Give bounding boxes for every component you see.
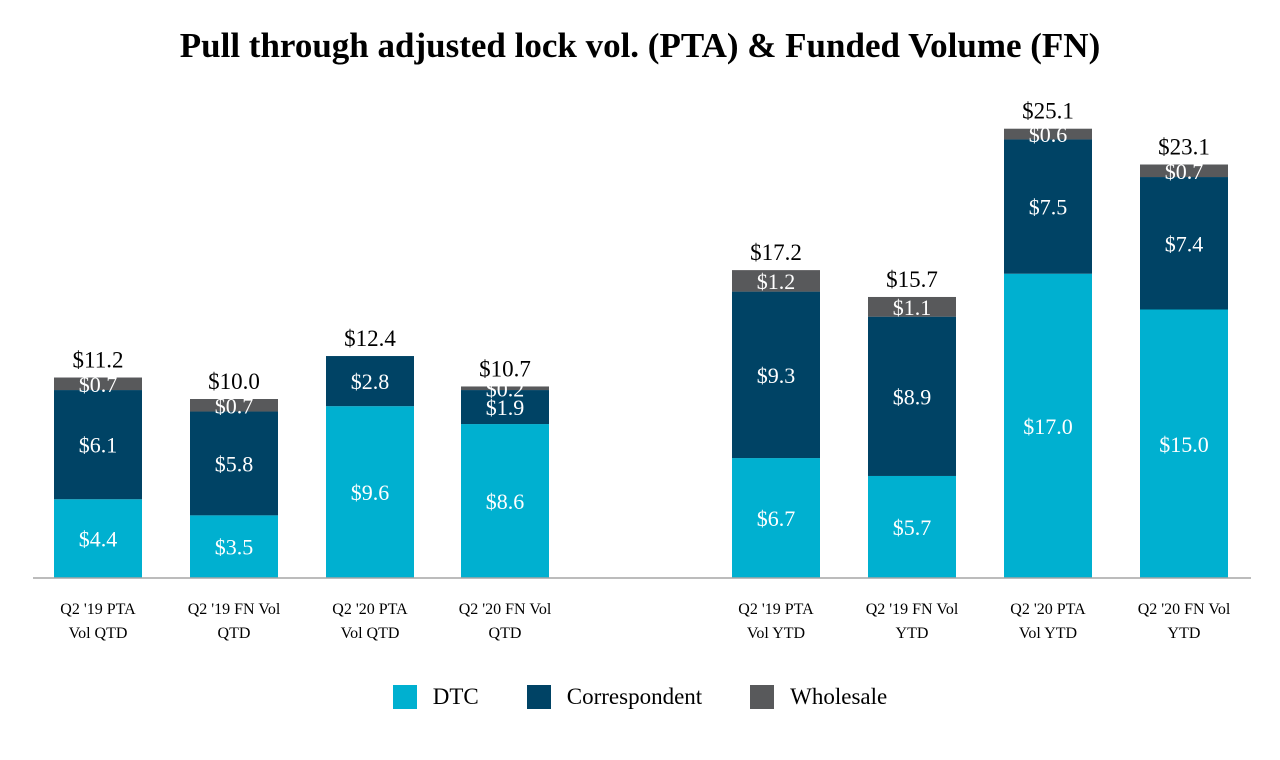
bar-correspondent-2: [326, 356, 414, 407]
total-label-3: $10.7: [479, 356, 531, 381]
legend-swatch-dtc: [392, 685, 417, 709]
x-tick-label-0-0: Q2 '19 PTA: [60, 601, 136, 618]
legend-label-dtc: DTC: [432, 684, 479, 709]
data-label-dtc-5: $5.7: [893, 515, 932, 540]
x-tick-label-2-0: Q2 '20 PTA: [332, 601, 408, 618]
bar-wholesale-0: [54, 377, 142, 391]
x-tick-label-7-1: YTD: [1168, 625, 1201, 642]
bar-dtc-6: [1004, 273, 1092, 578]
bar-dtc-1: [190, 515, 278, 578]
bar-correspondent-0: [54, 390, 142, 500]
data-label-correspondent-5: $8.9: [893, 384, 932, 409]
total-label-6: $25.1: [1022, 99, 1074, 124]
data-label-correspondent-7: $7.4: [1165, 231, 1204, 256]
bar-wholesale-6: [1004, 128, 1092, 140]
data-label-dtc-3: $8.6: [486, 489, 525, 514]
x-tick-label-5-1: YTD: [896, 625, 929, 642]
bar-wholesale-1: [190, 399, 278, 412]
bar-wholesale-7: [1140, 164, 1228, 178]
x-tick-label-7-0: Q2 '20 FN Vol: [1138, 601, 1231, 618]
total-label-7: $23.1: [1158, 135, 1210, 160]
bar-dtc-4: [732, 458, 820, 578]
legend-swatch-wholesale: [750, 685, 775, 709]
total-label-1: $10.0: [208, 369, 260, 394]
data-label-wholesale-3: $0.2: [486, 376, 525, 401]
x-tick-label-5-0: Q2 '19 FN Vol: [866, 601, 959, 618]
data-label-correspondent-3: $1.9: [486, 395, 525, 420]
data-label-correspondent-2: $2.8: [351, 369, 390, 394]
bar-correspondent-7: [1140, 177, 1228, 310]
bar-correspondent-4: [732, 291, 820, 459]
legend-swatch-correspondent: [526, 685, 551, 709]
x-tick-label-3-1: QTD: [489, 625, 522, 642]
bar-correspondent-6: [1004, 139, 1092, 274]
data-label-wholesale-7: $0.7: [1165, 159, 1204, 184]
bar-dtc-2: [326, 406, 414, 578]
total-label-5: $15.7: [886, 267, 938, 292]
data-label-wholesale-1: $0.7: [215, 393, 254, 418]
data-label-dtc-6: $17.0: [1023, 414, 1073, 439]
chart-title: Pull through adjusted lock vol. (PTA) & …: [179, 26, 1101, 65]
data-label-dtc-7: $15.0: [1159, 432, 1209, 457]
x-tick-label-3-0: Q2 '20 FN Vol: [459, 601, 552, 618]
data-label-dtc-1: $3.5: [215, 535, 254, 560]
legend-item-correspondent: Correspondent: [526, 684, 703, 710]
data-label-correspondent-0: $6.1: [79, 433, 118, 458]
data-label-dtc-2: $9.6: [351, 480, 390, 505]
legend-label-correspondent: Correspondent: [566, 684, 703, 709]
data-label-dtc-4: $6.7: [757, 506, 796, 531]
bar-correspondent-5: [868, 316, 956, 476]
x-tick-label-6-0: Q2 '20 PTA: [1010, 601, 1086, 618]
data-label-wholesale-5: $1.1: [893, 295, 932, 320]
x-tick-label-4-0: Q2 '19 PTA: [738, 601, 814, 618]
data-label-wholesale-4: $1.2: [757, 269, 796, 294]
total-label-0: $11.2: [73, 348, 124, 373]
x-tick-label-4-1: Vol YTD: [747, 625, 805, 642]
data-label-correspondent-4: $9.3: [757, 363, 796, 388]
x-tick-label-2-1: Vol QTD: [341, 625, 400, 642]
bar-wholesale-3: [461, 386, 549, 391]
data-label-wholesale-0: $0.7: [79, 372, 118, 397]
x-tick-label-1-0: Q2 '19 FN Vol: [188, 601, 281, 618]
data-label-correspondent-1: $5.8: [215, 451, 254, 476]
total-label-2: $12.4: [344, 326, 396, 351]
legend-label-wholesale: Wholesale: [790, 684, 888, 709]
data-label-correspondent-6: $7.5: [1029, 195, 1068, 220]
bar-correspondent-1: [190, 411, 278, 516]
x-tick-label-1-1: QTD: [218, 625, 251, 642]
bar-wholesale-5: [868, 296, 956, 317]
bar-wholesale-4: [732, 270, 820, 292]
bar-dtc-0: [54, 499, 142, 578]
data-label-wholesale-6: $0.6: [1029, 122, 1068, 147]
bar-correspondent-3: [461, 390, 549, 425]
total-label-4: $17.2: [750, 240, 802, 265]
x-tick-label-0-1: Vol QTD: [69, 625, 128, 642]
bar-dtc-7: [1140, 309, 1228, 578]
legend: DTC Correspondent Wholesale: [0, 684, 1280, 710]
data-label-dtc-0: $4.4: [79, 527, 118, 552]
legend-item-dtc: DTC: [392, 684, 479, 710]
x-tick-label-6-1: Vol YTD: [1019, 625, 1077, 642]
bar-dtc-5: [868, 475, 956, 578]
bar-dtc-3: [461, 424, 549, 578]
legend-item-wholesale: Wholesale: [750, 684, 887, 710]
